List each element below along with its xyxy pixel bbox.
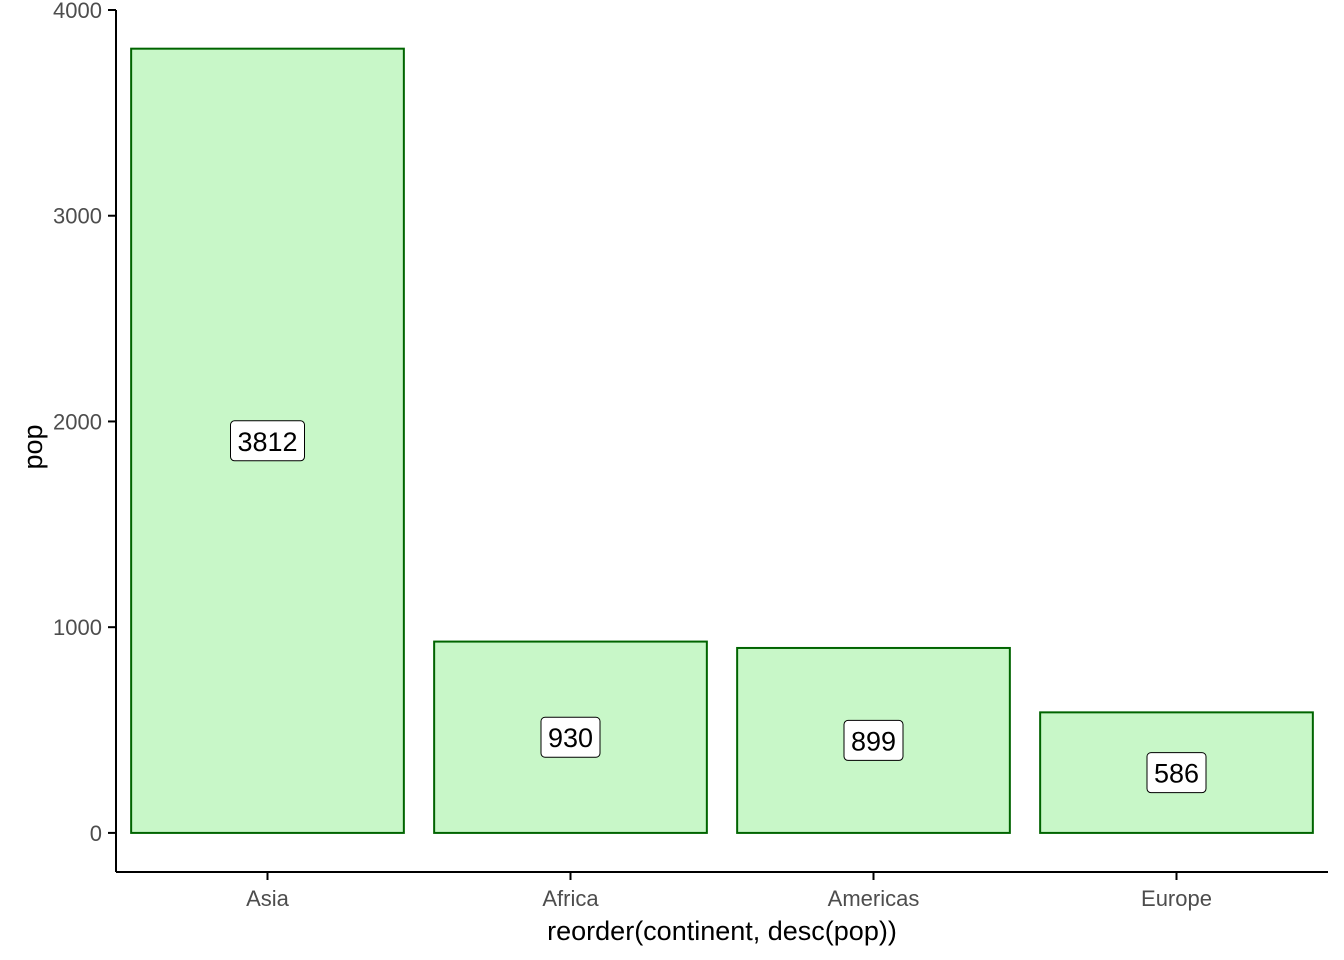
data-label-text: 586 xyxy=(1154,759,1199,789)
x-tick-label: Americas xyxy=(828,886,920,911)
data-label-box xyxy=(843,719,904,761)
y-tick-label: 3000 xyxy=(53,204,102,229)
y-tick-label: 0 xyxy=(90,821,102,846)
data-label-box xyxy=(540,716,601,758)
y-axis-title: pop xyxy=(18,424,48,469)
x-tick-label: Europe xyxy=(1141,886,1212,911)
y-tick-label: 2000 xyxy=(53,409,102,434)
x-tick-label: Asia xyxy=(246,886,290,911)
data-label-asia: 3812 xyxy=(230,420,305,462)
x-ticks: Asia Africa Americas Europe xyxy=(246,872,1212,911)
data-label-africa: 930 xyxy=(540,716,601,758)
data-label-text: 899 xyxy=(851,726,896,756)
data-labels-layer: 3812 930 899 586 xyxy=(230,420,1207,794)
data-label-americas: 899 xyxy=(843,719,904,761)
x-tick-label: Africa xyxy=(542,886,599,911)
y-tick-label: 4000 xyxy=(53,0,102,23)
y-ticks: 0 1000 2000 3000 4000 xyxy=(53,0,116,846)
data-label-box xyxy=(1146,752,1207,794)
data-label-text: 3812 xyxy=(237,427,297,457)
x-axis-title: reorder(continent, desc(pop)) xyxy=(547,916,897,946)
data-label-box xyxy=(230,420,305,462)
axes-layer xyxy=(115,10,1328,873)
y-tick-label: 1000 xyxy=(53,615,102,640)
data-label-text: 930 xyxy=(548,723,593,753)
bars-layer xyxy=(130,47,1314,834)
data-label-europe: 586 xyxy=(1146,752,1207,794)
